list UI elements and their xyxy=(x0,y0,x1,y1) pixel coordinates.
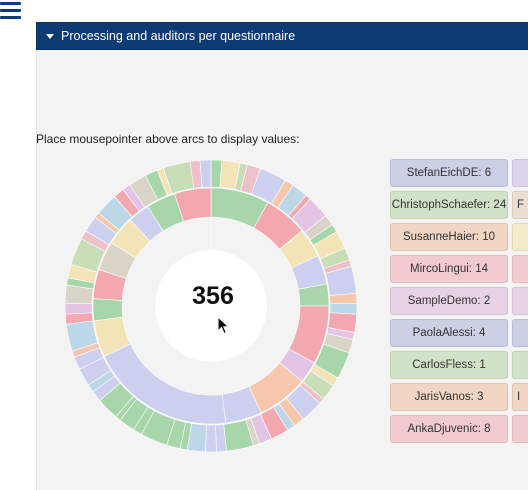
sunburst-outer-arc[interactable] xyxy=(64,302,93,315)
mouse-cursor-icon xyxy=(217,316,230,335)
legend-item[interactable]: CarlosFless: 1 xyxy=(390,351,508,379)
hamburger-menu-icon[interactable] xyxy=(0,0,22,22)
sunburst-middle-arc[interactable] xyxy=(92,298,124,322)
legend-item[interactable]: SusanneHaier: 10 xyxy=(390,223,508,251)
legend-item[interactable]: SampleDemo: 2 xyxy=(390,287,508,315)
legend-item[interactable] xyxy=(512,351,528,379)
legend-item[interactable]: JarisVanos: 3 xyxy=(390,383,508,411)
legend-item[interactable]: PaolaAlessi: 4 xyxy=(390,319,508,347)
total-count: 356 xyxy=(192,282,234,310)
sunburst-outer-arc[interactable] xyxy=(205,424,217,453)
legend-item[interactable] xyxy=(512,287,528,315)
legend-item[interactable]: ChristophSchaefer: 24 xyxy=(390,191,508,219)
legend-item[interactable]: I xyxy=(512,383,528,411)
legend-item[interactable] xyxy=(512,255,528,283)
legend-item[interactable] xyxy=(512,223,528,251)
legend-item[interactable]: AnkaDjuvenic: 8 xyxy=(390,415,508,443)
sunburst-center xyxy=(155,250,267,362)
legend-item[interactable]: StefanEichDE: 6 xyxy=(390,159,508,187)
legend-item[interactable] xyxy=(512,319,528,347)
legend-item[interactable]: MircoLingui: 14 xyxy=(390,255,508,283)
legend-item[interactable]: F xyxy=(512,191,528,219)
sunburst-chart[interactable] xyxy=(61,156,361,456)
panel-header[interactable]: Processing and auditors per questionnair… xyxy=(36,22,528,50)
sunburst-outer-arc[interactable] xyxy=(199,159,212,188)
caret-down-icon xyxy=(46,33,54,39)
legend-item[interactable] xyxy=(512,159,528,187)
sunburst-middle-arc[interactable] xyxy=(174,187,212,222)
legend-item[interactable] xyxy=(512,415,528,443)
panel-title: Processing and auditors per questionnair… xyxy=(61,29,296,43)
instructions-text: Place mousepointer above arcs to display… xyxy=(36,132,300,146)
sunburst-outer-arc[interactable] xyxy=(329,302,358,315)
